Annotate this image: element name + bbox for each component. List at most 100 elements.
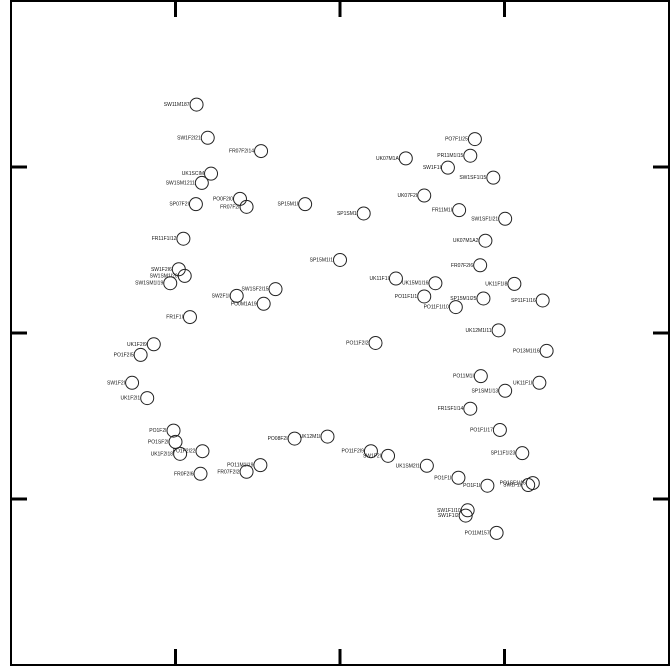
data-point: SW1F1I: [423, 160, 455, 175]
point-label: PO7F1I25: [445, 137, 468, 143]
point-label: PO13M1I16: [513, 348, 540, 354]
point-marker: [239, 199, 254, 214]
point-label: UK1F2I1: [120, 396, 140, 402]
data-point: FR07F2I6: [451, 258, 488, 273]
point-marker: [287, 431, 302, 446]
point-label: UK07F2I: [397, 193, 417, 199]
point-label: PO1F2I5: [114, 352, 134, 358]
data-point: UK07M1A2: [453, 233, 493, 248]
point-marker: [507, 276, 522, 291]
data-point: PO1SF2I: [148, 434, 183, 449]
data-point: UK11F1I: [513, 375, 547, 390]
data-point: SP15M1I: [278, 197, 313, 212]
data-point: UK1SM2I1: [396, 458, 434, 473]
point-label: SP15M1I: [278, 202, 299, 208]
data-point: FR11F1I12: [152, 231, 191, 246]
data-point: PO08F2I: [268, 431, 302, 446]
point-label: PO11M157: [465, 530, 490, 536]
point-label: FR1SF1I14: [438, 406, 464, 412]
data-point: SW1SM1I20: [150, 268, 192, 283]
point-marker: [253, 458, 268, 473]
data-point: PO11M1I: [453, 369, 488, 384]
data-point: SP07F2I: [169, 197, 203, 212]
data-point: SP1SM1: [337, 206, 371, 221]
point-label: SW1F1I10: [437, 508, 461, 514]
point-marker: [473, 369, 488, 384]
point-label: UK07M1A2: [453, 238, 479, 244]
data-point: SW1SF1I21: [471, 211, 513, 226]
point-marker: [388, 271, 403, 286]
point-marker: [417, 289, 432, 304]
point-label: PO08F2I: [268, 436, 288, 442]
data-point: UK11F1I8: [485, 276, 522, 291]
point-label: SW1F2I6: [151, 267, 172, 273]
point-label: UK1SCIM: [182, 171, 204, 177]
point-marker: [177, 268, 192, 283]
point-marker: [492, 422, 507, 437]
point-label: SW1SM1211: [166, 180, 195, 186]
point-marker: [140, 391, 155, 406]
point-label: SW1F1I2: [438, 513, 459, 519]
point-marker: [333, 252, 347, 267]
data-point: UK12M1I: [300, 429, 335, 444]
data-point: PO1F2I22: [173, 444, 210, 459]
point-marker: [498, 383, 513, 398]
point-label: PO1F1I: [434, 475, 451, 481]
point-marker: [254, 144, 269, 159]
point-label: PO0F2I0: [213, 196, 233, 202]
point-label: SW11M187: [164, 102, 190, 108]
point-marker: [539, 343, 554, 358]
point-marker: [476, 291, 491, 306]
point-label: UK11F1I: [513, 380, 532, 386]
point-label: SP07F2I: [169, 202, 188, 208]
point-label: PO11F2I9: [342, 449, 365, 455]
data-point: PO1F1I: [463, 478, 495, 493]
point-marker: [163, 276, 178, 291]
data-point: SW1F2I: [363, 448, 396, 463]
point-marker: [398, 151, 413, 166]
point-marker: [200, 130, 215, 145]
point-marker: [268, 282, 283, 297]
data-point: SW1SF2I15: [242, 282, 283, 297]
data-point: PO11F1I1: [395, 289, 432, 304]
point-label: PO1F2I: [149, 428, 166, 434]
point-marker: [419, 458, 434, 473]
point-label: PO11F1I10: [424, 305, 449, 311]
data-point: SW1SF1I15: [459, 170, 501, 185]
point-marker: [417, 188, 432, 203]
point-marker: [478, 233, 493, 248]
data-point: PO11F2I2: [346, 335, 383, 350]
data-point: FR07F2I14: [229, 144, 269, 159]
point-marker: [452, 203, 467, 218]
point-marker: [193, 466, 208, 481]
point-label: PO11F1I1: [395, 294, 418, 300]
data-point: UK1F2I18: [151, 446, 188, 461]
data-point: SW1SM1I19: [135, 276, 178, 291]
point-label: FR1F1I: [166, 315, 183, 321]
data-point: SP15M1I25: [450, 291, 491, 306]
data-point: PO0M1A19: [231, 296, 271, 311]
point-label: UK12M1I: [300, 434, 321, 440]
point-marker: [188, 197, 203, 212]
point-marker: [189, 97, 204, 112]
data-point: SP1SM1I13: [471, 383, 513, 398]
point-label: UK11F1I8: [485, 281, 507, 287]
point-label: SW1SF1I15: [459, 175, 486, 181]
point-label: SW1F1I: [503, 483, 521, 489]
data-point: SW1F1I: [503, 478, 536, 493]
point-marker: [298, 197, 313, 212]
data-point: SW1F2I21: [177, 130, 215, 145]
point-label: SP15M1I1: [310, 257, 334, 263]
point-marker: [480, 478, 495, 493]
data-point: SP11F1I23: [491, 446, 530, 461]
data-points: SW11M187 SW1F2I21 FR07F2I14 UK1SCIM SW1SM121…: [107, 97, 554, 540]
point-marker: [451, 470, 466, 485]
point-label: FR07F2I2: [217, 469, 239, 475]
point-label: SW1F2I: [363, 453, 381, 459]
point-marker: [239, 464, 254, 479]
point-marker: [182, 310, 197, 325]
data-point: PR11M1I15: [437, 148, 478, 163]
axis-ticks: [11, 1, 669, 665]
point-marker: [204, 166, 219, 181]
data-point: SW11M187: [164, 97, 204, 112]
